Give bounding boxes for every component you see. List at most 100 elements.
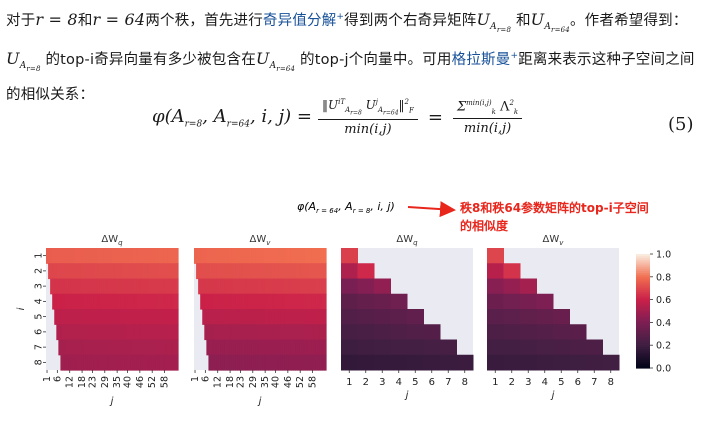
heatmap-cell — [260, 339, 263, 356]
link-grassmann[interactable]: 格拉斯曼 — [451, 51, 511, 68]
heatmap-cell — [157, 354, 161, 371]
heatmap-cell — [116, 263, 119, 280]
heatmap-cell — [319, 263, 323, 280]
heatmap-cell — [295, 324, 298, 341]
heatmap-cell — [81, 263, 84, 280]
heatmap-cell — [159, 278, 163, 295]
heatmap-cell — [50, 278, 53, 295]
heatmap-cell — [222, 354, 226, 371]
heatmap-cell — [138, 263, 142, 280]
heatmap-cell — [109, 248, 113, 264]
heatmap-cell — [93, 278, 97, 295]
heatmap-cell — [165, 324, 169, 341]
heatmap-cell — [295, 339, 298, 356]
heatmap-cell — [210, 263, 214, 280]
heatmap-cell — [341, 293, 358, 310]
heatmap-cell — [237, 354, 240, 371]
heatmap-cell — [487, 278, 504, 295]
equation-block: φ(Ar=8, Ar=64, i, j) = ‖UiTAr=8 UjAr=64‖… — [0, 92, 717, 162]
heatmap-cell — [341, 309, 358, 325]
heatmap-cell — [72, 324, 76, 341]
heatmap-cell — [239, 263, 243, 280]
heatmap-cell — [272, 339, 276, 356]
heatmap-cell — [297, 248, 300, 264]
heatmap-cell — [423, 339, 441, 356]
heatmap-panel-2: ΔWv 1 6 12 18 23 29 35 40 46 52 58 j — [190, 234, 327, 407]
heatmap-cell — [169, 263, 173, 280]
heatmap-cell — [239, 248, 243, 264]
heatmap-cell — [257, 309, 261, 325]
heatmap-cell — [233, 293, 236, 310]
heatmap-cell — [64, 278, 68, 295]
heatmap-cell — [112, 293, 115, 310]
link-svd[interactable]: 奇异值分解 — [262, 12, 337, 29]
heatmap-cell — [83, 309, 86, 325]
heatmap-cell — [301, 309, 304, 325]
heatmap-cell — [247, 263, 251, 280]
heatmap-cell — [295, 263, 298, 280]
heatmap-cell — [132, 309, 136, 325]
heatmap-cell — [128, 324, 132, 341]
heatmap-cell — [173, 263, 177, 280]
heatmap-cell — [260, 248, 263, 264]
heatmap-cell — [64, 293, 68, 310]
heatmap-cell — [161, 339, 165, 356]
heatmap-cell — [136, 354, 140, 371]
heatmap-cell — [124, 278, 128, 295]
heatmap-cell — [155, 293, 158, 310]
heatmap-cell — [569, 354, 587, 371]
heatmap-cell — [58, 293, 62, 310]
heatmap-cell — [167, 354, 171, 371]
heatmap-cell — [390, 339, 408, 356]
heatmap-cell — [290, 248, 294, 264]
heatmap-cell — [50, 263, 53, 280]
colorbar-segment — [636, 286, 650, 289]
colorbar-segment — [636, 360, 650, 363]
heatmap-cell — [83, 263, 86, 280]
heatmap-cell — [62, 309, 66, 325]
heatmap-cell — [224, 339, 228, 356]
heatmap-cell — [173, 354, 177, 371]
heatmap-cell — [85, 278, 88, 295]
heatmap-cell — [323, 324, 327, 341]
heatmap-cell — [142, 309, 146, 325]
heatmap-cell — [293, 339, 296, 356]
heatmap-cell — [165, 293, 169, 310]
heatmap-cell — [222, 263, 226, 280]
heatmap-cell — [198, 263, 201, 280]
heatmap-cell — [147, 339, 150, 356]
heatmap-cell — [126, 324, 130, 341]
heatmap-cell — [68, 248, 72, 264]
heatmap-cell — [319, 309, 323, 325]
heatmap-cell — [319, 339, 323, 356]
heatmap-cell — [286, 293, 290, 310]
heatmap-cell — [235, 339, 238, 356]
heatmap-cell — [155, 309, 158, 325]
heatmap-title: ΔWv — [543, 234, 565, 247]
heatmap-cell — [54, 293, 57, 310]
x-tick-label: 23 — [87, 376, 98, 388]
heatmap-cell — [171, 309, 175, 325]
math-r8: r = 8 — [35, 9, 78, 29]
heatmap-cell — [305, 278, 309, 295]
heatmap-cell — [124, 324, 128, 341]
heatmap-cell — [64, 324, 68, 341]
heatmap-cell — [66, 293, 70, 310]
x-tick-label: 4 — [542, 377, 548, 388]
heatmap-cell — [118, 324, 121, 341]
heatmap-cell — [153, 339, 156, 356]
heatmap-cell — [151, 263, 154, 280]
heatmap-cell — [83, 339, 86, 356]
heatmap-cell — [149, 293, 152, 310]
heatmap-cell — [305, 293, 309, 310]
heatmap-cell — [262, 293, 265, 310]
heatmap-cell — [251, 324, 255, 341]
fraction-1-numerator: ‖UiTAr=8 UjAr=64‖2F — [322, 98, 414, 117]
colorbar-tick-label: 0.4 — [656, 318, 671, 329]
heatmap-cell — [202, 263, 205, 280]
heatmap-cell — [224, 309, 228, 325]
heatmap-panel-4: ΔWv 1 2 3 4 5 6 7 8 j — [487, 234, 620, 401]
heatmap-cell — [270, 248, 273, 264]
heatmap-cell — [303, 324, 306, 341]
heatmap-cell — [112, 324, 115, 341]
